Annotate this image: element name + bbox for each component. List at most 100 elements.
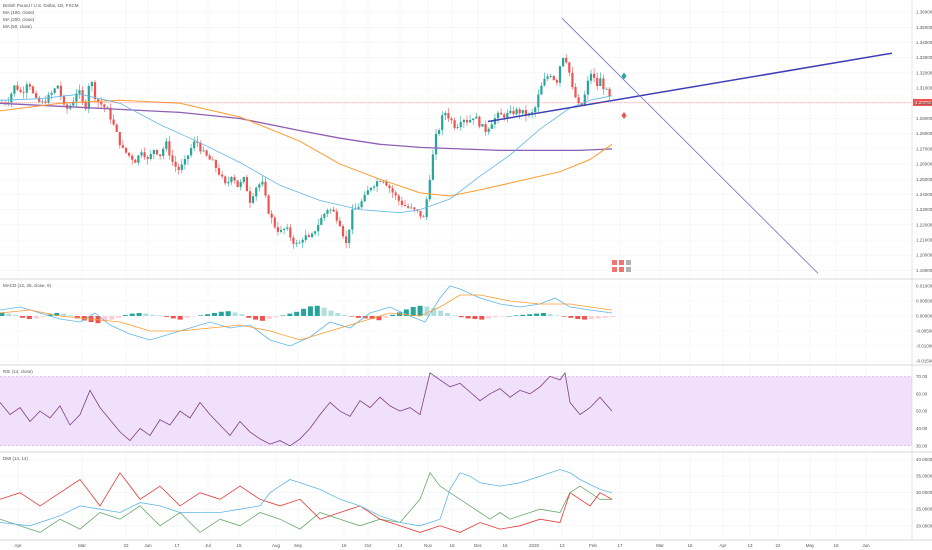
- price-tick-label: 1.20000: [916, 253, 932, 258]
- macd-histogram-bar: [314, 305, 320, 316]
- dmi-pane[interactable]: [0, 469, 613, 533]
- candle-up: [351, 209, 354, 230]
- macd-histogram-bar: [390, 314, 396, 316]
- price-tick-label: 1.25000: [916, 177, 932, 182]
- candle-up: [586, 80, 589, 95]
- candle-up: [459, 122, 462, 128]
- price-tick-label: 1.36000: [916, 10, 932, 15]
- macd-pane[interactable]: [0, 285, 615, 347]
- candle-up: [329, 209, 332, 211]
- price-tick-label: 1.22000: [916, 222, 932, 227]
- candle-up: [496, 112, 500, 119]
- candle-down: [555, 79, 558, 83]
- candle-down: [307, 235, 310, 237]
- candle-up: [227, 182, 230, 184]
- x-tick-label: 15: [236, 543, 242, 548]
- x-tick-label: 13: [747, 543, 753, 548]
- candle-up: [230, 177, 233, 183]
- candle-up: [193, 141, 196, 149]
- candle-down: [35, 93, 38, 98]
- macd-histogram-bar: [609, 316, 615, 318]
- x-tick-label: Jun: [144, 543, 152, 548]
- candle-up: [152, 149, 155, 155]
- candle-down: [103, 104, 106, 108]
- macd-histogram-bar: [294, 311, 300, 316]
- candle-down: [59, 85, 62, 97]
- candle-up: [425, 199, 428, 217]
- ma50-line: [0, 93, 613, 214]
- candle-up: [475, 116, 478, 119]
- macd-histogram-bar: [540, 313, 546, 316]
- x-tick-label: Oct: [364, 543, 372, 548]
- grid: [0, 0, 912, 540]
- x-tick-label: Dec: [474, 543, 483, 548]
- candle-up: [462, 119, 465, 123]
- candle-down: [177, 166, 180, 170]
- candle-up: [25, 84, 28, 93]
- macd-histogram-bar: [369, 316, 375, 319]
- candle-down: [109, 107, 112, 120]
- candle-down: [580, 103, 583, 105]
- macd-histogram-bar: [458, 316, 464, 318]
- candle-down: [146, 157, 149, 159]
- macd-tick-label: 0.00500: [916, 299, 932, 304]
- candle-up: [348, 229, 351, 244]
- candle-up: [376, 181, 379, 187]
- macd-histogram-bar: [129, 313, 135, 316]
- rsi-line: [0, 371, 613, 447]
- candle-up: [286, 227, 289, 229]
- macd-histogram-bar: [184, 316, 190, 318]
- macd-histogram-bar: [595, 316, 601, 319]
- candle-down: [245, 177, 248, 192]
- candle-up: [258, 184, 261, 188]
- candle-down: [400, 200, 403, 205]
- macd-histogram-bar: [150, 314, 156, 316]
- x-tick-label: Apr: [719, 543, 727, 548]
- candle-down: [38, 97, 41, 102]
- candle-down: [345, 236, 348, 244]
- x-tick-label: 22: [775, 543, 781, 548]
- signal-line: [0, 294, 613, 341]
- candle-down: [512, 110, 515, 115]
- x-tick-label: 16: [502, 543, 508, 548]
- rsi-band: [0, 376, 912, 446]
- candle-up: [490, 124, 493, 129]
- macd-histogram-bar: [602, 316, 608, 318]
- candle-up: [10, 93, 13, 103]
- price-pane[interactable]: 1.30056: [0, 17, 932, 274]
- candle-up: [53, 88, 56, 93]
- macd-histogram-bar: [205, 314, 211, 316]
- candle-down: [236, 180, 239, 187]
- candle-up: [354, 208, 357, 210]
- rsi-pane[interactable]: [0, 371, 912, 447]
- candle-down: [484, 124, 487, 132]
- candle-up: [190, 148, 193, 156]
- candle-up: [301, 239, 304, 243]
- candle-up: [521, 110, 524, 114]
- macd-histogram-bar: [143, 313, 149, 316]
- x-tick-label: Aug: [272, 543, 281, 548]
- price-tick-label: 1.32000: [916, 70, 932, 75]
- candle-up: [428, 179, 431, 200]
- macd-histogram-bar: [472, 316, 478, 319]
- candle-down: [419, 210, 422, 217]
- macd-legend: MACD (12, 26, close, 9): [3, 283, 52, 288]
- candle-down: [568, 62, 571, 73]
- dmi-tick-label: 30.0000: [916, 490, 932, 495]
- sell-marker: [621, 111, 627, 119]
- candle-down: [341, 226, 345, 237]
- candle-up: [531, 112, 534, 114]
- macd-tick-label: -0.01000: [916, 344, 932, 349]
- candle-up: [363, 194, 366, 202]
- macd-histogram-bar: [465, 316, 471, 319]
- candle-up: [162, 148, 165, 156]
- macd-histogram-bar: [40, 316, 46, 318]
- candle-down: [394, 192, 397, 196]
- dmi-tick-label: 20.0000: [916, 523, 932, 528]
- macd-histogram-bar: [479, 316, 485, 320]
- macd-histogram-bar: [554, 315, 560, 316]
- candle-up: [431, 154, 434, 180]
- candle-up: [310, 233, 314, 237]
- candle-up: [382, 181, 385, 183]
